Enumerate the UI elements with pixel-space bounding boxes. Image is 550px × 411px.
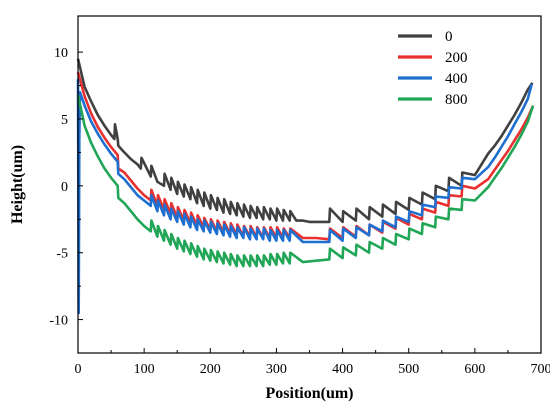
series-line-0 [76, 58, 534, 224]
legend-label-800: 800 [445, 92, 468, 108]
legend-label-200: 200 [445, 50, 468, 66]
x-tick-label: 400 [332, 362, 353, 377]
legend-label-400: 400 [445, 71, 468, 87]
y-tick-label: 5 [61, 113, 68, 128]
y-tick-label: 0 [61, 180, 68, 195]
x-tick-label: 0 [75, 362, 82, 377]
legend-label-0: 0 [445, 29, 453, 45]
y-axis-title: Height(um) [9, 145, 26, 224]
series-line-400 [76, 78, 533, 315]
x-tick-label: 500 [398, 362, 419, 377]
series-line-800 [76, 94, 535, 268]
legend: 0 200 400 800 [398, 29, 468, 108]
plot-frame [77, 15, 542, 354]
y-tick-label: 10 [54, 46, 68, 61]
x-tick-label: 200 [200, 362, 221, 377]
y-tick-label: -10 [49, 314, 68, 329]
x-tick-label: 300 [266, 362, 287, 377]
x-tick-label: 600 [464, 362, 485, 377]
x-axis-title: Position(um) [266, 385, 354, 402]
axes-layer: 0 100 200 300 400 500 600 700 -10 -5 0 5 10 [49, 46, 550, 377]
x-tick-label: 100 [134, 362, 155, 377]
series-layer [76, 58, 535, 315]
y-tick-label: -5 [56, 247, 68, 262]
x-tick-label: 700 [531, 362, 550, 377]
